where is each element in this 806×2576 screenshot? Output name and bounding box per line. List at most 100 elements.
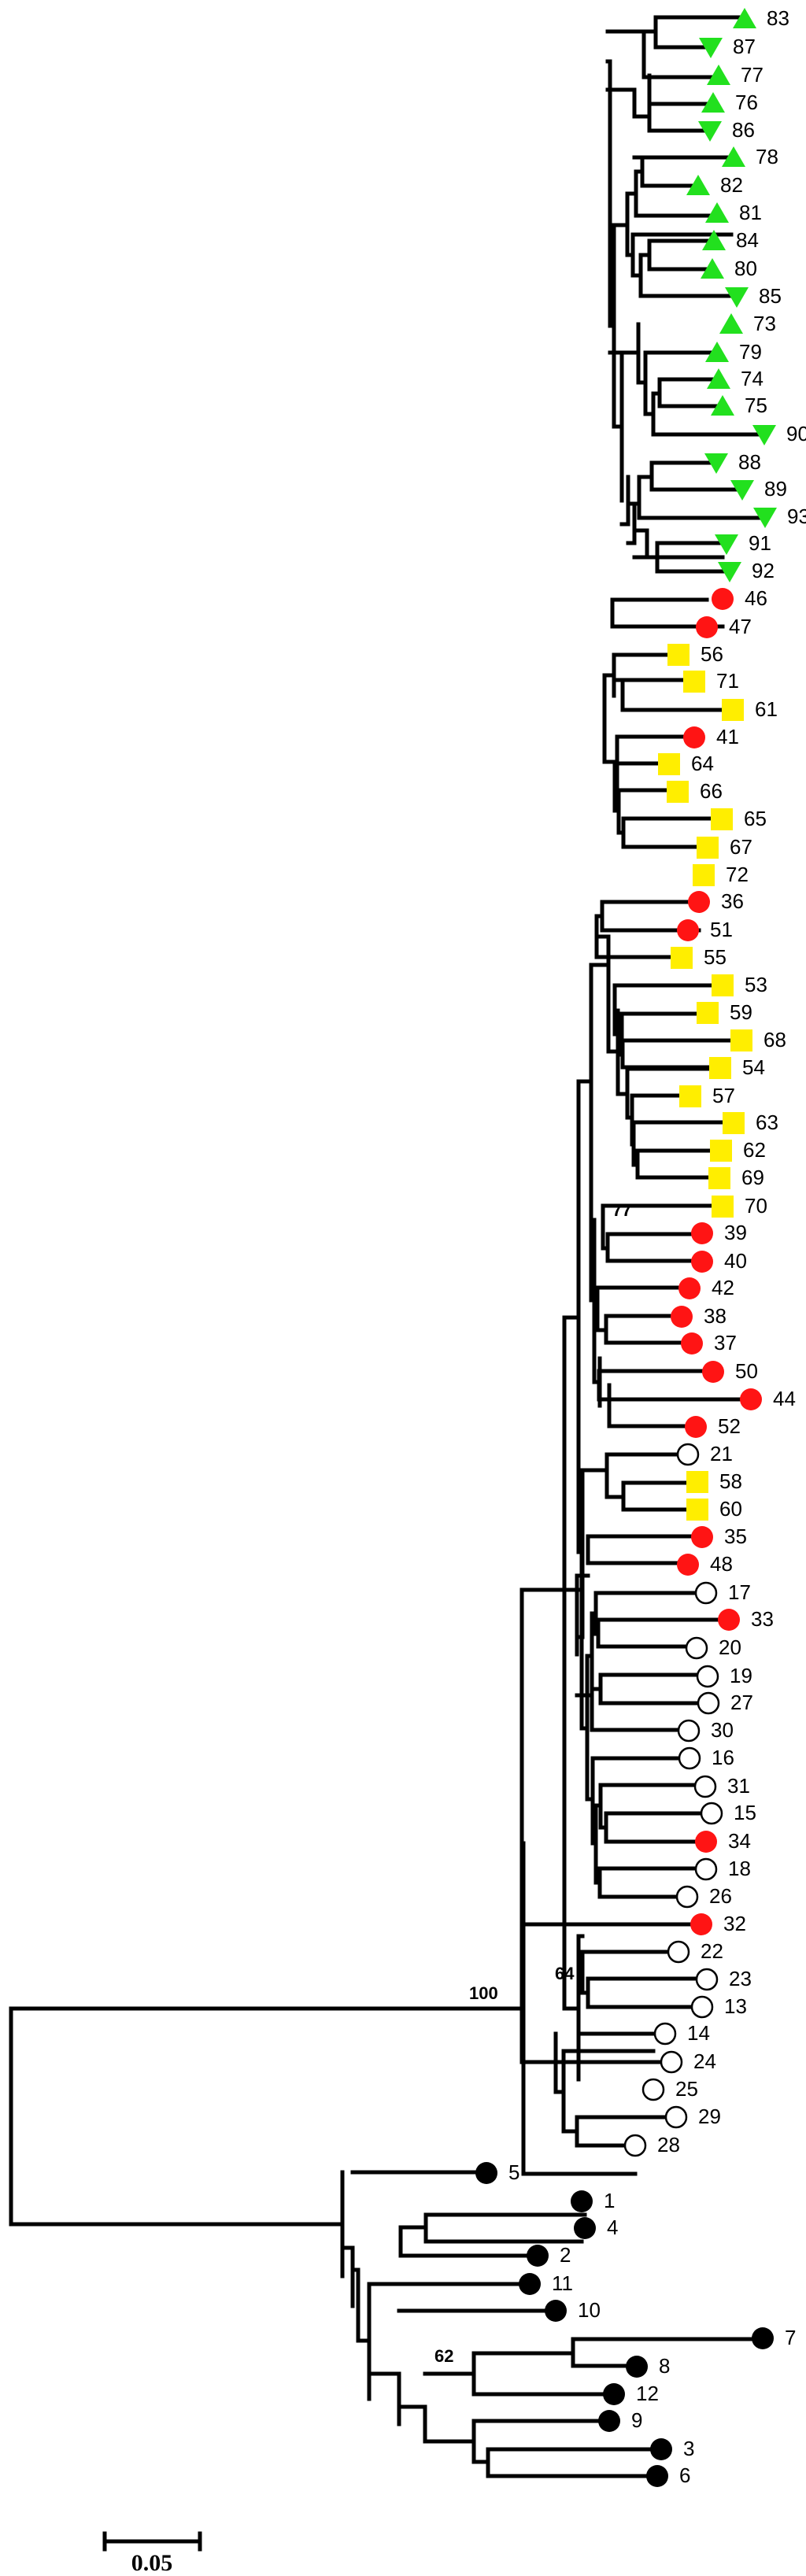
- leaf-label: 35: [724, 1525, 747, 1548]
- tip-marker-square-icon: [697, 1002, 719, 1024]
- support-value: 62: [434, 2346, 453, 2366]
- leaf-label: 71: [716, 669, 739, 693]
- leaf-label: 77: [741, 63, 763, 87]
- tip-marker-filled-circle-red-icon: [677, 919, 699, 941]
- tip-marker-triangle-up-icon: [701, 92, 725, 113]
- tip-marker-filled-circle-red-icon: [712, 588, 734, 610]
- leaf-label: 63: [756, 1111, 778, 1134]
- tip-marker-square-icon: [708, 1167, 730, 1189]
- tip-marker-open-circle-icon: [696, 1665, 719, 1688]
- leaf-label: 46: [745, 586, 767, 610]
- tip-marker-square-icon: [671, 947, 693, 969]
- tip-marker-filled-circle-red-icon: [690, 1913, 712, 1935]
- tip-marker-square-icon: [730, 1029, 752, 1051]
- tip-marker-square-icon: [658, 753, 680, 775]
- leaf-label: 10: [578, 2298, 601, 2322]
- tip-marker-open-circle-icon: [623, 2134, 647, 2157]
- leaf-label: 7: [785, 2326, 796, 2349]
- leaf-label: 85: [759, 284, 782, 308]
- leaf-label: 9: [631, 2408, 642, 2432]
- leaf-label: 90: [786, 422, 806, 445]
- tip-marker-filled-circle-black-icon: [646, 2465, 668, 2487]
- tip-marker-open-circle-icon: [677, 1719, 701, 1743]
- leaf-label: 28: [657, 2133, 680, 2157]
- tip-marker-square-icon: [722, 699, 744, 721]
- tip-marker-triangle-down-icon: [718, 562, 741, 582]
- tip-marker-open-circle-icon: [675, 1885, 699, 1909]
- leaf-label: 50: [735, 1359, 758, 1383]
- leaf-label: 76: [735, 91, 758, 114]
- tip-marker-triangle-up-icon: [705, 202, 729, 223]
- tip-marker-filled-circle-red-icon: [696, 616, 718, 638]
- tip-marker-triangle-down-icon: [704, 453, 728, 474]
- leaf-label: 62: [743, 1138, 766, 1162]
- tip-marker-triangle-up-icon: [719, 313, 743, 334]
- tip-marker-open-circle-icon: [664, 2105, 688, 2129]
- tip-marker-open-circle-icon: [678, 1746, 701, 1770]
- tip-marker-filled-circle-black-icon: [598, 2410, 620, 2432]
- leaf-label: 22: [701, 1939, 723, 1963]
- tip-marker-filled-circle-red-icon: [695, 1831, 717, 1853]
- tip-marker-triangle-up-icon: [707, 65, 730, 85]
- tip-marker-triangle-down-icon: [753, 508, 777, 528]
- tip-marker-filled-circle-red-icon: [740, 1388, 762, 1410]
- leaf-label: 48: [710, 1552, 733, 1576]
- leaf-label: 88: [738, 450, 761, 474]
- leaf-label: 29: [698, 2105, 721, 2128]
- tip-marker-square-icon: [667, 781, 689, 803]
- leaf-label: 6: [679, 2463, 690, 2487]
- leaf-label: 39: [724, 1221, 747, 1244]
- support-value: 100: [469, 1983, 498, 2003]
- leaf-label: 37: [714, 1331, 737, 1355]
- leaf-label: 69: [741, 1166, 764, 1189]
- tip-marker-open-circle-icon: [697, 1691, 720, 1715]
- leaf-label: 44: [773, 1387, 796, 1410]
- tip-marker-triangle-down-icon: [698, 121, 722, 142]
- tip-marker-open-circle-icon: [690, 1995, 714, 2019]
- leaf-label: 73: [753, 312, 776, 335]
- leaf-label: 72: [726, 863, 749, 886]
- leaf-label: 23: [729, 1967, 752, 1990]
- tip-marker-square-icon: [697, 837, 719, 859]
- tip-marker-filled-circle-black-icon: [626, 2356, 648, 2378]
- tip-marker-square-icon: [711, 808, 733, 830]
- tip-marker-triangle-up-icon: [722, 146, 745, 167]
- leaf-label: 89: [764, 477, 787, 501]
- leaf-label: 68: [763, 1028, 786, 1051]
- leaf-label: 59: [730, 1000, 752, 1024]
- leaf-label: 18: [728, 1857, 751, 1880]
- tip-marker-filled-circle-red-icon: [691, 1222, 713, 1244]
- leaf-label: 38: [704, 1304, 727, 1328]
- tree-branches: [9, 15, 767, 2478]
- tip-marker-square-icon: [712, 1196, 734, 1218]
- tip-marker-filled-circle-black-icon: [752, 2327, 774, 2349]
- leaf-label: 65: [744, 807, 767, 830]
- tip-marker-filled-circle-red-icon: [702, 1361, 724, 1383]
- tip-marker-filled-circle-red-icon: [681, 1332, 703, 1355]
- tip-marker-filled-circle-red-icon: [678, 1277, 701, 1299]
- tip-marker-filled-circle-black-icon: [475, 2162, 497, 2184]
- leaf-label: 33: [751, 1607, 774, 1631]
- tip-marker-filled-circle-red-icon: [685, 1416, 707, 1438]
- tip-marker-triangle-up-icon: [707, 368, 730, 389]
- leaf-label: 55: [704, 945, 727, 969]
- tip-marker-open-circle-icon: [694, 1857, 718, 1881]
- leaf-label: 51: [710, 918, 733, 941]
- tip-marker-filled-circle-red-icon: [718, 1609, 740, 1631]
- leaf-label: 24: [693, 2049, 716, 2073]
- tip-marker-triangle-down-icon: [699, 38, 723, 58]
- tip-marker-triangle-down-icon: [725, 287, 749, 308]
- support-value: 64: [555, 1964, 575, 1983]
- tip-marker-open-circle-icon: [653, 2022, 677, 2046]
- tip-marker-triangle-up-icon: [705, 342, 729, 362]
- tip-marker-triangle-up-icon: [733, 8, 756, 28]
- tip-marker-open-circle-icon: [667, 1940, 690, 1964]
- scale-bar: 0.05: [102, 2531, 202, 2576]
- leaf-label: 86: [732, 118, 755, 142]
- tip-marker-square-icon: [710, 1140, 732, 1162]
- tip-marker-open-circle-icon: [660, 2050, 683, 2074]
- tip-marker-square-icon: [679, 1085, 701, 1107]
- tip-marker-open-circle-icon: [676, 1443, 700, 1466]
- leaf-label: 41: [716, 725, 739, 748]
